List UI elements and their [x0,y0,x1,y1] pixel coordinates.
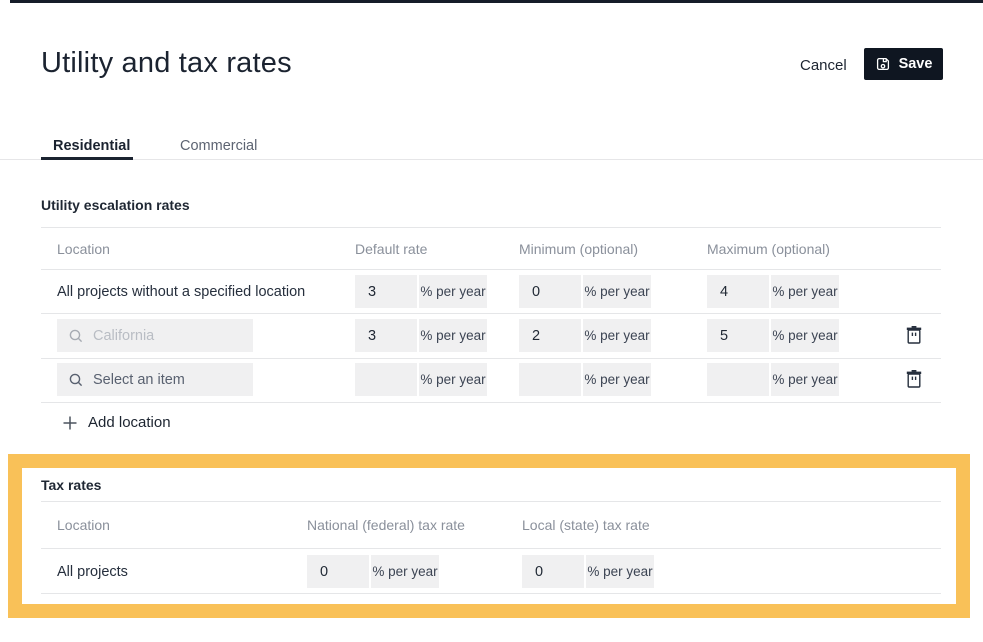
divider [41,593,941,594]
maximum-field-row3: % per year [707,363,839,396]
unit-label: % per year [583,363,651,396]
default-rate-input-row1[interactable] [355,275,417,308]
default-rate-field-row3: % per year [355,363,487,396]
unit-label: % per year [583,275,651,308]
col-header-minimum: Minimum (optional) [519,241,639,257]
search-icon [68,372,84,388]
divider [41,548,941,549]
col-header-default-rate: Default rate [355,241,428,257]
national-tax-field: % per year [307,555,439,588]
tax-col-header-location: Location [57,517,110,533]
col-header-maximum: Maximum (optional) [707,241,830,257]
local-tax-input[interactable] [522,555,584,588]
unit-label: % per year [771,275,839,308]
top-edge-line [10,0,983,3]
maximum-field-row1: % per year [707,275,839,308]
tab-residential[interactable]: Residential [53,138,131,154]
save-button[interactable]: Save [864,48,943,80]
cancel-button[interactable]: Cancel [792,53,855,78]
tab-commercial[interactable]: Commercial [180,138,258,154]
add-location-label: Add location [88,414,171,431]
default-rate-field-row1: % per year [355,275,487,308]
tabs-divider [0,159,983,160]
plus-icon [62,415,78,431]
tax-section-title: Tax rates [41,477,102,493]
minimum-input-row2[interactable] [519,319,581,352]
col-header-location: Location [57,241,110,257]
unit-label: % per year [419,275,487,308]
divider [41,402,941,403]
unit-label: % per year [583,319,651,352]
tax-col-header-national: National (federal) tax rate [307,517,465,533]
add-location-button[interactable]: Add location [62,414,171,431]
default-rate-field-row2: % per year [355,319,487,352]
divider [41,227,941,228]
minimum-field-row3: % per year [519,363,651,396]
active-tab-underline [41,157,133,160]
divider [41,501,941,502]
maximum-field-row2: % per year [707,319,839,352]
location-search-row3[interactable] [57,363,253,396]
search-icon [68,328,84,344]
divider [41,358,941,359]
minimum-input-row3[interactable] [519,363,581,396]
default-rate-input-row3[interactable] [355,363,417,396]
location-search-input-row2[interactable] [93,327,242,344]
tax-row-location: All projects [57,564,128,580]
location-search-row2[interactable] [57,319,253,352]
maximum-input-row2[interactable] [707,319,769,352]
trash-icon [906,370,922,388]
utility-section-title: Utility escalation rates [41,197,190,213]
divider [41,313,941,314]
unit-label: % per year [771,319,839,352]
save-button-label: Save [898,56,933,72]
page-title: Utility and tax rates [41,47,292,79]
delete-row-button-row2[interactable] [905,325,923,348]
unit-label: % per year [586,555,654,588]
trash-icon [906,326,922,344]
unit-label: % per year [771,363,839,396]
unit-label: % per year [419,319,487,352]
unit-label: % per year [419,363,487,396]
maximum-input-row1[interactable] [707,275,769,308]
minimum-input-row1[interactable] [519,275,581,308]
maximum-input-row3[interactable] [707,363,769,396]
unit-label: % per year [371,555,439,588]
save-icon [875,56,891,72]
minimum-field-row1: % per year [519,275,651,308]
tax-section-highlight [8,454,970,618]
divider [41,269,941,270]
minimum-field-row2: % per year [519,319,651,352]
tax-col-header-local: Local (state) tax rate [522,517,650,533]
row-location-all-projects: All projects without a specified locatio… [57,284,306,300]
national-tax-input[interactable] [307,555,369,588]
default-rate-input-row2[interactable] [355,319,417,352]
local-tax-field: % per year [522,555,654,588]
location-search-input-row3[interactable] [93,371,242,388]
delete-row-button-row3[interactable] [905,369,923,392]
